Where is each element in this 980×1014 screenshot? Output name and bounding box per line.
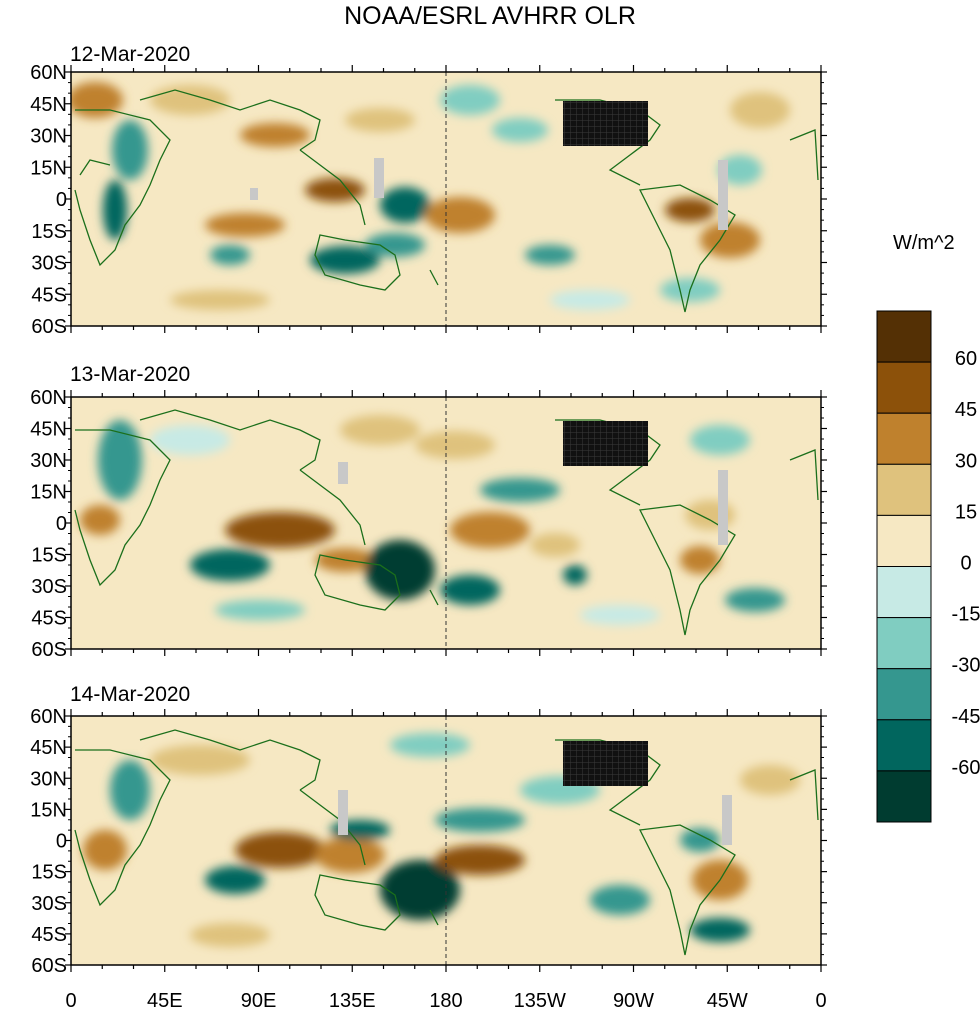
olr-map-panel-3: [71, 716, 821, 965]
lat-tick-label: 60S: [31, 639, 67, 661]
missing-data-strip: [718, 160, 728, 230]
usa-missing-data: [563, 421, 648, 466]
colorbar-segment: [876, 566, 932, 619]
lon-tick-label: 45W: [707, 990, 748, 1012]
colorbar-tick-label: -45: [952, 706, 980, 728]
lat-tick-label: 45N: [30, 737, 67, 759]
colorbar-tick-label: 60: [955, 348, 977, 370]
colorbar-tick-label: 45: [955, 399, 977, 421]
lat-tick-label: 45S: [31, 284, 67, 306]
lon-tick-label: 45E: [147, 990, 183, 1012]
lon-tick-label: 135W: [514, 990, 566, 1012]
olr-anomaly-field: [71, 82, 790, 310]
colorbar-segment: [876, 361, 932, 414]
lat-tick-label: 60N: [30, 706, 67, 728]
axes-layer: 60N 45N 30N 15N 0 15S 30S 45S 60S 60N 45N 30N 15N 0 15…: [30, 62, 827, 1012]
olr-map-panel-1: [71, 72, 821, 326]
colorbar-tick-label: -15: [952, 604, 980, 626]
lat-tick-label: 45S: [31, 608, 67, 630]
lat-tick-label: 30N: [30, 768, 67, 790]
colorbar-tick-label: 0: [960, 553, 971, 575]
lat-tick-label: 15S: [31, 862, 67, 884]
lat-tick-label: 30S: [31, 253, 67, 275]
lat-tick-label: 30N: [30, 450, 67, 472]
lat-tick-label: 15N: [30, 157, 67, 179]
colorbar-tick-label: 15: [955, 501, 977, 523]
usa-missing-data: [563, 741, 648, 786]
colorbar-segment: [876, 310, 932, 363]
lat-tick-label: 60N: [30, 387, 67, 409]
usa-missing-data: [563, 101, 648, 146]
colorbar-segment: [876, 668, 932, 721]
olr-anomaly-field: [80, 415, 785, 625]
lat-tick-label: 30S: [31, 576, 67, 598]
panel-2-date: 13-Mar-2020: [70, 363, 191, 386]
lon-tick-label: 90W: [613, 990, 654, 1012]
lat-tick-label: 30N: [30, 126, 67, 148]
missing-data-strip: [338, 790, 348, 835]
lat-tick-label: 60S: [31, 316, 67, 338]
lon-tick-label: 180: [429, 990, 462, 1012]
lat-tick-label: 0: [56, 831, 67, 853]
colorbar-segment: [876, 617, 932, 670]
lat-tick-label: 0: [56, 189, 67, 211]
colorbar: 60 45 30 15 0 -15 -30 -45 -60: [876, 310, 980, 823]
lat-tick-label: 15N: [30, 799, 67, 821]
colorbar-segment: [876, 514, 932, 568]
missing-data-strip: [250, 188, 258, 200]
colorbar-unit-label: W/m^2: [893, 232, 955, 254]
colorbar-segment: [876, 770, 932, 823]
colorbar-segment: [876, 412, 932, 465]
lat-tick-label: 45N: [30, 419, 67, 441]
lat-tick-label: 60N: [30, 62, 67, 84]
colorbar-segment: [876, 463, 932, 516]
lat-tick-label: 45N: [30, 94, 67, 116]
lat-tick-label: 15N: [30, 482, 67, 504]
panel-3-date: 14-Mar-2020: [70, 683, 191, 706]
lat-tick-label: 0: [56, 513, 67, 535]
lon-tick-label: 90E: [241, 990, 277, 1012]
panel-1-date: 12-Mar-2020: [70, 43, 191, 66]
olr-anomaly-field: [83, 733, 800, 947]
coastlines: [74, 89, 819, 313]
lat-tick-label: 60S: [31, 955, 67, 977]
lat-tick-label: 15S: [31, 545, 67, 567]
lat-tick-label: 45S: [31, 924, 67, 946]
missing-data-strip: [722, 795, 732, 845]
missing-data-strip: [374, 158, 384, 198]
missing-data-strip: [338, 462, 348, 484]
lon-tick-label: 0: [65, 990, 76, 1012]
lat-tick-label: 15S: [31, 221, 67, 243]
colorbar-segment: [876, 719, 932, 772]
lon-tick-label: 135E: [329, 990, 376, 1012]
colorbar-tick-label: -30: [952, 655, 980, 677]
lon-tick-label: 0: [815, 990, 826, 1012]
colorbar-tick-label: -60: [952, 757, 980, 779]
colorbar-tick-label: 30: [955, 450, 977, 472]
missing-data-strip: [718, 470, 728, 545]
lat-tick-label: 30S: [31, 893, 67, 915]
figure-title: NOAA/ESRL AVHRR OLR: [344, 2, 636, 30]
